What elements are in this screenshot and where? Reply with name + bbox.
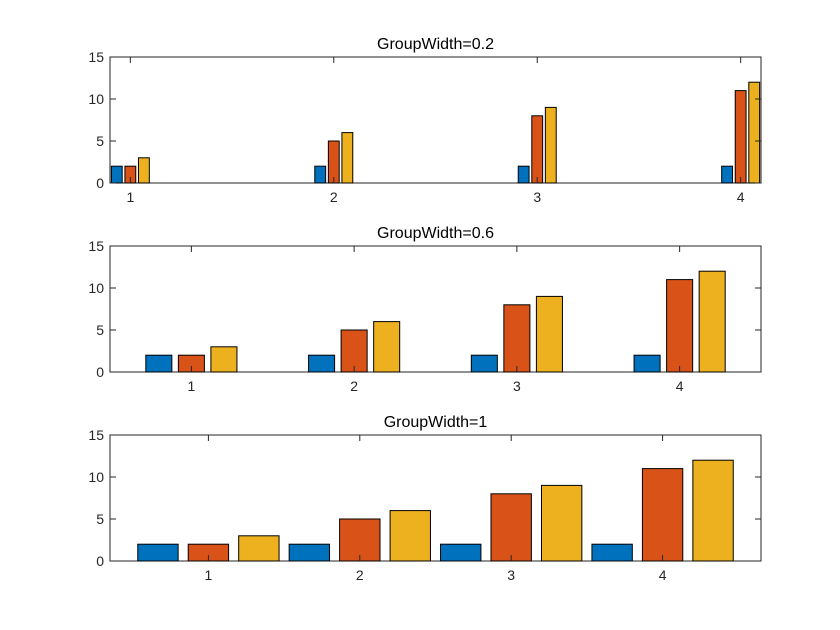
bar-series1-cat1 — [110, 165, 123, 184]
y-tick-label: 5 — [96, 322, 104, 338]
x-tick-label: 2 — [330, 189, 338, 205]
subplot-2: 0 5 10 15 1 2 3 4 GroupWidth=0.6 — [88, 225, 762, 394]
bar-series1-cat2 — [288, 543, 331, 562]
y-tick-label: 15 — [88, 427, 104, 443]
y-tick-label: 0 — [96, 553, 104, 569]
x-tick-label: 4 — [676, 378, 684, 394]
bar-series2-cat3 — [503, 304, 531, 373]
y-tick-label: 5 — [96, 511, 104, 527]
bar-series2-cat4 — [666, 279, 694, 373]
bar-series2-cat2 — [327, 140, 340, 184]
chart-title: GroupWidth=0.6 — [377, 225, 494, 242]
bar-series1-cat4 — [591, 543, 633, 562]
y-tick-label: 10 — [88, 280, 104, 296]
bar-series3-cat3 — [535, 295, 563, 373]
bar-series2-cat4 — [734, 90, 747, 184]
axes-frame — [109, 245, 762, 373]
bar-series3-cat2 — [389, 510, 431, 562]
bar-series3-cat4 — [692, 459, 734, 562]
y-tick-label: 10 — [88, 91, 104, 107]
y-tick-label: 15 — [88, 238, 104, 254]
bar-series1-cat4 — [721, 165, 734, 184]
y-tick-label: 10 — [88, 469, 104, 485]
chart-title: GroupWidth=0.2 — [377, 36, 494, 53]
bar-series1-cat4 — [633, 354, 661, 373]
axes-frame — [109, 56, 762, 184]
x-tick-label: 1 — [205, 567, 213, 583]
bar-series2-cat2 — [340, 329, 368, 373]
bar-series2-cat4 — [641, 468, 684, 562]
bar-series3-cat2 — [341, 132, 354, 184]
x-tick-label: 1 — [187, 378, 195, 394]
bar-series3-cat3 — [544, 106, 557, 184]
bar-series1-cat3 — [440, 543, 482, 562]
bar-series3-cat4 — [748, 81, 761, 184]
x-tick-label: 1 — [126, 189, 134, 205]
x-tick-label: 4 — [737, 189, 745, 205]
chart-title: GroupWidth=1 — [384, 414, 488, 431]
subplot-1: 0 5 10 15 1 2 3 4 GroupWidth=0.2 — [88, 36, 762, 205]
bar-series1-cat1 — [137, 543, 179, 562]
bar-series2-cat3 — [531, 115, 544, 184]
bar-series3-cat2 — [373, 321, 401, 373]
x-tick-label: 4 — [659, 567, 667, 583]
y-tick-label: 5 — [96, 133, 104, 149]
bar-series3-cat1 — [210, 346, 238, 373]
bar-series3-cat4 — [698, 270, 726, 373]
bar-series3-cat1 — [137, 157, 150, 184]
x-tick-label: 3 — [507, 567, 515, 583]
x-tick-label: 2 — [350, 378, 358, 394]
bar-series1-cat3 — [470, 354, 498, 373]
x-tick-label: 3 — [513, 378, 521, 394]
y-tick-label: 15 — [88, 49, 104, 65]
bar-series2-cat2 — [339, 518, 381, 562]
y-tick-label: 0 — [96, 364, 104, 380]
bar-series2-cat3 — [490, 493, 532, 562]
bar-series3-cat3 — [540, 484, 583, 562]
bar-series1-cat1 — [145, 354, 173, 373]
subplot-3: 0 5 10 15 1 2 3 4 GroupWidth=1 — [88, 414, 762, 583]
bar-series1-cat3 — [517, 165, 530, 184]
x-tick-label: 3 — [533, 189, 541, 205]
x-tick-label: 2 — [356, 567, 364, 583]
bar-series1-cat2 — [308, 354, 336, 373]
bar-series1-cat2 — [314, 165, 327, 184]
bar-series3-cat1 — [238, 535, 280, 562]
y-tick-label: 0 — [96, 175, 104, 191]
